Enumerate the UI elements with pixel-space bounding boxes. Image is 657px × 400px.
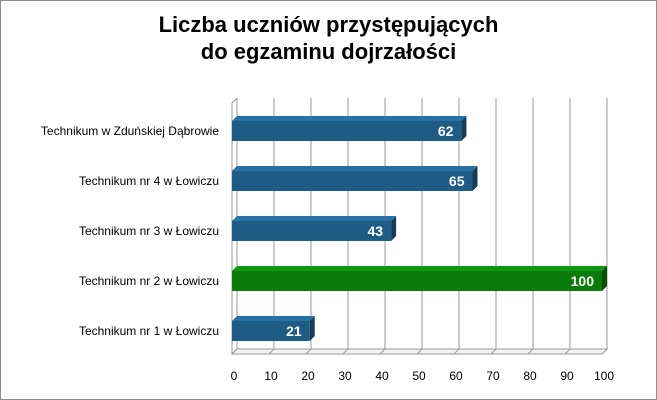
x-tick-label: 70 xyxy=(486,369,500,383)
bar-end-face xyxy=(472,166,478,191)
y-category-label: Technikum nr 4 w Łowiczu xyxy=(79,174,219,188)
x-tick-label: 0 xyxy=(231,369,238,383)
bar-data-label: 21 xyxy=(286,323,302,339)
x-floor-gridline xyxy=(379,348,386,355)
x-floor-gridline xyxy=(231,348,238,355)
x-tick-label: 50 xyxy=(412,369,426,383)
bar-end-face xyxy=(461,116,467,141)
bar-top-face xyxy=(232,316,315,321)
bar-end-face xyxy=(602,266,607,291)
x-floor-gridline xyxy=(490,348,497,355)
x-floor-gridline xyxy=(416,348,423,355)
bar-data-label: 100 xyxy=(571,273,595,289)
y-category-label: Technikum nr 1 w Łowiczu xyxy=(79,324,219,338)
y-category-label: Technikum nr 2 w Łowiczu xyxy=(79,274,219,288)
x-tick-label: 60 xyxy=(449,369,463,383)
chart-title-line-2: do egzaminu dojrzałości xyxy=(200,39,457,64)
x-tick-label: 40 xyxy=(375,369,389,383)
bar-data-label: 62 xyxy=(438,123,454,139)
x-floor-gridline xyxy=(564,348,571,355)
x-tick-label: 20 xyxy=(301,369,315,383)
chart-title-line-1: Liczba uczniów przystępujących xyxy=(158,12,499,37)
bar xyxy=(232,121,462,141)
y-category-label: Technikum nr 3 w Łowiczu xyxy=(79,224,219,238)
x-tick-label: 100 xyxy=(594,369,614,383)
bar xyxy=(232,171,473,191)
x-floor-gridline xyxy=(527,348,534,355)
bar-top-face xyxy=(232,216,397,221)
x-floor-gridline xyxy=(268,348,275,355)
bar xyxy=(232,221,392,241)
bar-end-face xyxy=(309,316,315,341)
bar-top-face xyxy=(232,116,467,121)
bar xyxy=(232,321,310,341)
x-floor-gridline xyxy=(342,348,349,355)
x-floor-gridline xyxy=(453,348,460,355)
chart-title: Liczba uczniów przystępujących do egzami… xyxy=(1,11,656,65)
bar-end-face xyxy=(391,216,397,241)
x-tick-label: 30 xyxy=(338,369,352,383)
y-category-label: Technikum w Zduńskiej Dąbrowie xyxy=(41,124,219,138)
x-floor-gridline xyxy=(601,348,608,355)
x-floor-gridline xyxy=(305,348,312,355)
bar-data-label: 43 xyxy=(368,223,384,239)
bar-top-face xyxy=(232,266,607,271)
bar xyxy=(232,271,602,291)
x-tick-label: 10 xyxy=(264,369,278,383)
bar-data-label: 65 xyxy=(449,173,465,189)
bar-top-face xyxy=(232,166,478,171)
x-tick-label: 80 xyxy=(523,369,537,383)
x-tick-label: 90 xyxy=(560,369,574,383)
